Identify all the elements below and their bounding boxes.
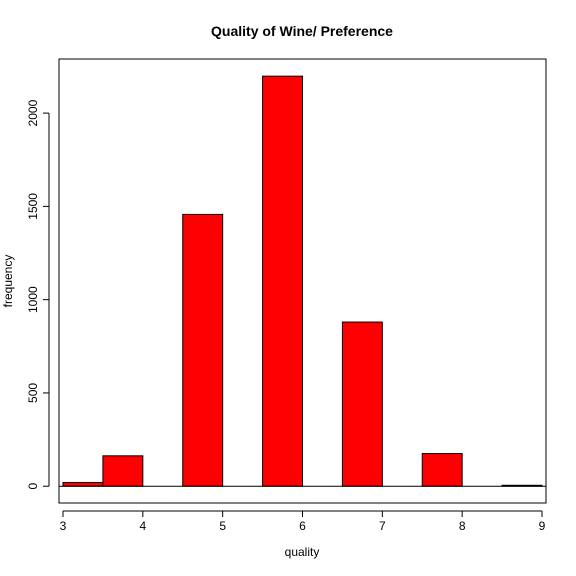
y-tick-label-4: 2000 [26,99,40,126]
x-axis: 3 4 5 6 7 8 9 [60,510,546,533]
x-axis-label: quality [285,545,320,559]
y-axis-label: frequency [1,255,15,308]
bars-layer [62,75,543,487]
x-tick-label-2: 5 [219,519,226,533]
bar-2 [182,213,224,487]
x-tick-label-5: 8 [459,519,466,533]
y-tick-label-0: 0 [26,483,40,490]
y-tick-label-1: 500 [26,383,40,403]
x-tick-label-0: 3 [60,519,67,533]
chart-title: Quality of Wine/ Preference [211,23,393,39]
y-tick-label-2: 1000 [26,286,40,313]
y-axis: 0 500 1000 1500 2000 [26,99,50,490]
x-tick-label-1: 4 [139,519,146,533]
x-tick-label-4: 7 [379,519,386,533]
x-tick-label-3: 6 [299,519,306,533]
bar-4 [341,321,383,487]
x-tick-label-6: 9 [539,519,546,533]
plot-frame [58,58,547,504]
bar-5 [421,453,463,487]
bar-1 [102,455,144,487]
bar-0 [62,481,104,487]
bar-3 [262,75,304,487]
y-tick-label-3: 1500 [26,193,40,220]
